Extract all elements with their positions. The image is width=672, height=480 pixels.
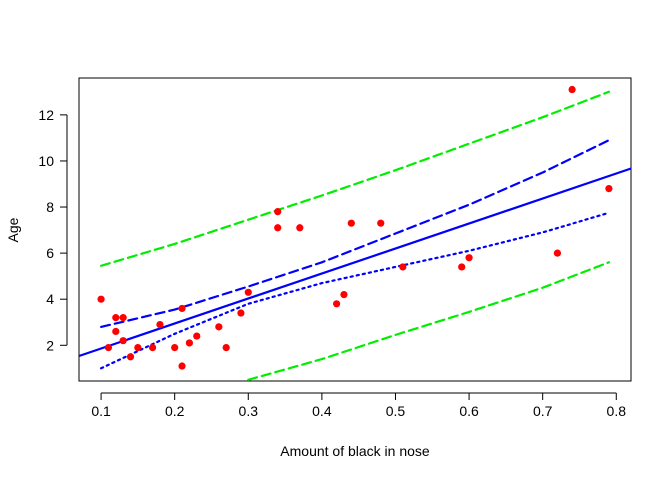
data-point (377, 219, 385, 227)
x-tick-label: 0.7 (533, 403, 553, 419)
x-tick-label: 0.5 (386, 403, 406, 419)
fit-line (79, 167, 631, 358)
data-point (296, 224, 304, 232)
data-point (156, 320, 164, 329)
data-point (104, 343, 113, 352)
prediction-upper-line (99, 90, 611, 267)
points-layer (97, 85, 613, 370)
lines-layer (79, 90, 631, 381)
data-point (149, 343, 157, 352)
y-axis: 2 4 6 8 10 12 (38, 107, 68, 353)
data-point (333, 300, 341, 308)
y-tick-label: 12 (38, 107, 54, 123)
x-tick-label: 0.8 (607, 403, 627, 419)
data-point (274, 224, 282, 232)
x-axis: 0.1 0.2 0.3 0.4 0.5 0.6 0.7 0.8 (91, 392, 627, 419)
data-point (347, 219, 355, 227)
y-tick-label: 6 (46, 245, 54, 261)
data-point (178, 304, 186, 313)
data-point (399, 263, 407, 271)
y-tick-label: 2 (46, 337, 54, 353)
data-point (222, 343, 230, 352)
data-point (134, 343, 142, 352)
data-point (274, 208, 282, 216)
confidence-upper-line (99, 139, 611, 328)
x-tick-label: 0.4 (312, 403, 332, 419)
data-point (112, 314, 120, 322)
x-axis-title: Amount of black in nose (280, 443, 430, 459)
data-point (193, 332, 201, 340)
x-tick-label: 0.6 (459, 403, 479, 419)
x-tick-label: 0.2 (165, 403, 185, 419)
data-point (568, 85, 576, 94)
data-point (185, 339, 193, 347)
x-tick-label: 0.3 (239, 403, 259, 419)
data-point (465, 254, 473, 262)
data-point (244, 288, 252, 296)
data-point (605, 185, 613, 193)
data-point (126, 353, 135, 361)
data-point (112, 327, 120, 336)
y-axis-title: Age (5, 217, 21, 242)
data-point (178, 362, 186, 370)
data-point (171, 343, 179, 352)
prediction-lower-line (247, 261, 611, 381)
data-point (215, 323, 223, 331)
data-point (458, 263, 466, 271)
plot-frame (78, 77, 632, 382)
y-tick-label: 10 (38, 153, 54, 169)
y-tick-label: 4 (46, 291, 54, 307)
x-tick-label: 0.1 (91, 403, 111, 419)
y-tick-label: 8 (46, 199, 54, 215)
data-point (119, 337, 127, 345)
confidence-lower-line (99, 211, 611, 370)
data-point (340, 290, 348, 299)
data-point (119, 314, 127, 322)
data-point (97, 295, 105, 303)
data-point (237, 309, 245, 317)
data-point (553, 249, 562, 257)
